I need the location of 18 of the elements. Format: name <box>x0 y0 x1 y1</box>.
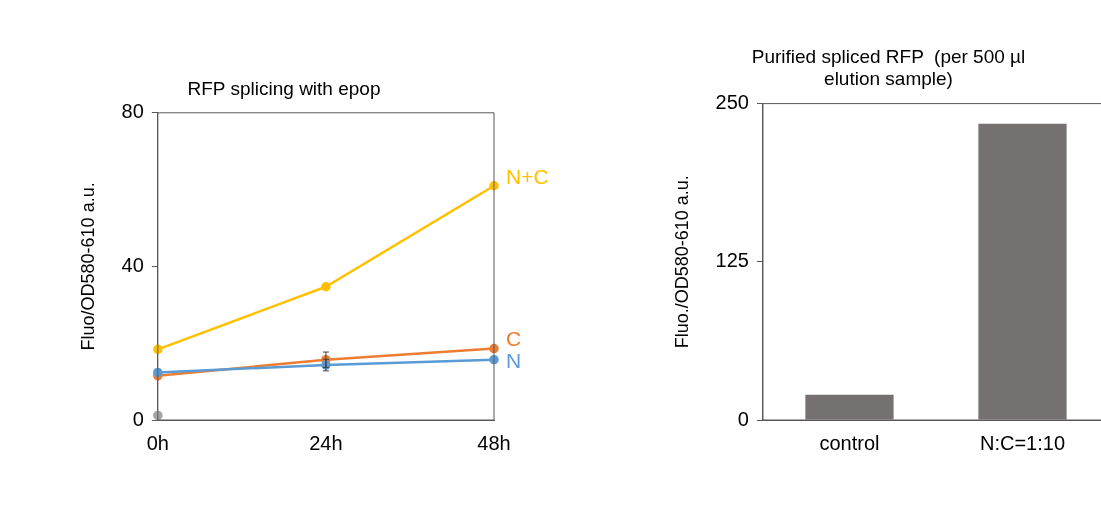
series-label: C <box>506 327 522 351</box>
series-label: N+C <box>506 164 549 188</box>
y-axis-title: Fluo/OD580-610 a.u. <box>77 182 98 351</box>
x-tick-label: 24h <box>309 431 343 454</box>
y-tick-label: 125 <box>715 249 749 272</box>
chart-title: RFP splicing with epop <box>187 77 381 99</box>
chart-title: Purified spliced RFP (per 500 µl elution sample) <box>751 45 1026 90</box>
x-tick-label: N:C=1:10 <box>979 431 1066 454</box>
y-tick-label: 0 <box>737 407 749 430</box>
x-tick-label: 48h <box>477 431 511 454</box>
y-tick-label: 250 <box>715 91 749 114</box>
y-tick-label: 80 <box>121 100 144 123</box>
series-label: N <box>506 348 522 372</box>
y-tick-label: 40 <box>121 253 144 276</box>
x-tick-label: 0h <box>146 431 169 454</box>
x-tick-label: control <box>819 431 880 454</box>
y-axis-title: Fluo./OD580-610 a.u. <box>671 175 692 349</box>
y-tick-label: 0 <box>132 407 144 430</box>
